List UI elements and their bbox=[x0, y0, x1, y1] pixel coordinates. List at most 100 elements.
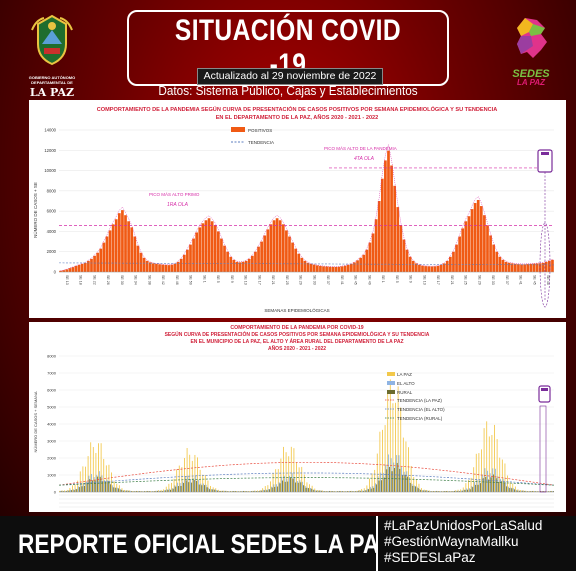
chart2-bar bbox=[534, 491, 536, 492]
chart1-bar bbox=[322, 266, 325, 272]
chart1-xtick: SE 45 bbox=[354, 275, 358, 285]
chart2-bar bbox=[290, 477, 291, 492]
chart2-bar bbox=[96, 474, 98, 492]
chart1-bar bbox=[492, 244, 496, 272]
chart1-bar bbox=[71, 267, 75, 272]
chart1-bar bbox=[114, 219, 118, 272]
chart2-bar bbox=[151, 491, 153, 492]
chart2-bar bbox=[376, 453, 378, 492]
chart2-bar bbox=[409, 482, 411, 492]
chart2-bar bbox=[180, 485, 182, 492]
chart2-bar bbox=[352, 491, 354, 492]
chart1-bar bbox=[74, 265, 78, 272]
chart1-bar bbox=[421, 265, 424, 272]
chart2-bar bbox=[333, 491, 335, 492]
chart2-bar bbox=[348, 491, 350, 492]
chart2-bar bbox=[389, 379, 391, 492]
chart2-bar bbox=[328, 491, 330, 492]
chart2-bar bbox=[506, 486, 508, 492]
chart1-xtick: SE 46 bbox=[175, 275, 179, 285]
chart1-bar bbox=[467, 216, 471, 272]
chart2-bar bbox=[213, 489, 215, 492]
chart1-bar bbox=[377, 201, 381, 272]
chart2-bar bbox=[391, 471, 393, 492]
chart2-bar bbox=[378, 480, 380, 492]
chart2-bar bbox=[281, 476, 283, 492]
chart2-bar bbox=[269, 489, 271, 492]
chart2-bar bbox=[444, 491, 446, 492]
chart2-bar bbox=[321, 490, 323, 492]
chart2-bar bbox=[291, 472, 293, 492]
chart2-bar bbox=[374, 469, 376, 492]
chart1-xtick: SE 26 bbox=[106, 275, 110, 285]
municipal-chart-panel: COMPORTAMIENTO DE LA PANDEMIA POR COVID-… bbox=[29, 322, 566, 512]
chart2-bar bbox=[301, 466, 303, 492]
chart1-xtick: SE 41 bbox=[519, 275, 523, 285]
chart1-bar bbox=[142, 257, 146, 272]
chart2-bar bbox=[340, 490, 342, 492]
legend-lapaz: LA PAZ bbox=[397, 372, 412, 377]
chart2-bar bbox=[356, 490, 358, 492]
chart2-bar bbox=[85, 481, 87, 492]
chart2-bar bbox=[218, 490, 220, 492]
chart2-bar bbox=[199, 469, 201, 492]
chart2-bar bbox=[216, 490, 218, 492]
chart2-bar bbox=[540, 491, 542, 492]
chart2-bar bbox=[356, 490, 357, 492]
chart2-bar bbox=[106, 479, 108, 492]
chart2-bar bbox=[229, 491, 231, 492]
chart2-bar bbox=[502, 478, 504, 492]
chart2-bar bbox=[97, 476, 99, 492]
chart2-subtitle-3: AÑOS 2020 - 2021 - 2022 bbox=[268, 345, 326, 352]
chart2-bar bbox=[496, 439, 498, 492]
chart1-xtick: SE 13 bbox=[244, 275, 248, 285]
chart2-bar bbox=[252, 490, 254, 492]
chart1-bar bbox=[90, 258, 93, 272]
chart2-bar bbox=[375, 483, 376, 492]
chart2-bar bbox=[171, 488, 173, 492]
chart2-bar bbox=[428, 490, 429, 492]
chart1-xlabel: SEMANAS EPIDEMIOLÓGICAS bbox=[264, 307, 329, 313]
chart2-bar bbox=[214, 489, 216, 492]
chart2-bar bbox=[371, 473, 373, 492]
chart2-bar bbox=[107, 481, 109, 492]
chart2-bar bbox=[309, 487, 311, 492]
chart2-bar bbox=[552, 490, 554, 492]
chart1-xtick: SE 38 bbox=[147, 275, 151, 285]
chart1-xtick: SE 13 bbox=[422, 275, 426, 285]
chart2-bar bbox=[230, 491, 231, 492]
chart1-bar bbox=[402, 239, 406, 272]
chart2-bar bbox=[323, 491, 325, 492]
chart2-bar bbox=[243, 490, 244, 492]
chart2-bar bbox=[365, 490, 367, 492]
chart2-bar bbox=[103, 458, 105, 492]
chart2-bar bbox=[296, 462, 297, 492]
chart1-xtick: SE 13 bbox=[65, 275, 69, 285]
chart2-bar bbox=[516, 490, 518, 492]
chart2-bar bbox=[207, 480, 209, 492]
chart2-bar bbox=[164, 490, 166, 492]
chart2-bar bbox=[137, 490, 139, 492]
chart1-bar bbox=[192, 238, 195, 272]
chart2-bar bbox=[313, 490, 315, 492]
sedes-label: SEDES bbox=[512, 68, 550, 80]
chart2-bar bbox=[358, 489, 360, 492]
chart2-bar bbox=[302, 481, 304, 492]
chart2-bar bbox=[157, 490, 158, 492]
chart1-bar bbox=[306, 262, 310, 272]
chart2-bar bbox=[332, 491, 334, 492]
chart2-bar bbox=[424, 490, 426, 492]
chart1-bar bbox=[161, 264, 164, 272]
chart1-xtick: SE 30 bbox=[120, 275, 124, 285]
chart1-xtick: SE 18 bbox=[79, 275, 83, 285]
chart2-ytick: 7000 bbox=[47, 371, 57, 376]
chart2-bar bbox=[235, 491, 237, 492]
chart2-bar bbox=[501, 459, 503, 492]
chart1-bar bbox=[414, 263, 418, 272]
chart1-bar bbox=[433, 266, 437, 272]
chart2-bar bbox=[134, 491, 136, 492]
chart2-bar bbox=[140, 491, 142, 492]
chart2-bar bbox=[312, 489, 314, 492]
chart2-bar bbox=[476, 479, 478, 492]
chart2-bar bbox=[78, 486, 79, 492]
